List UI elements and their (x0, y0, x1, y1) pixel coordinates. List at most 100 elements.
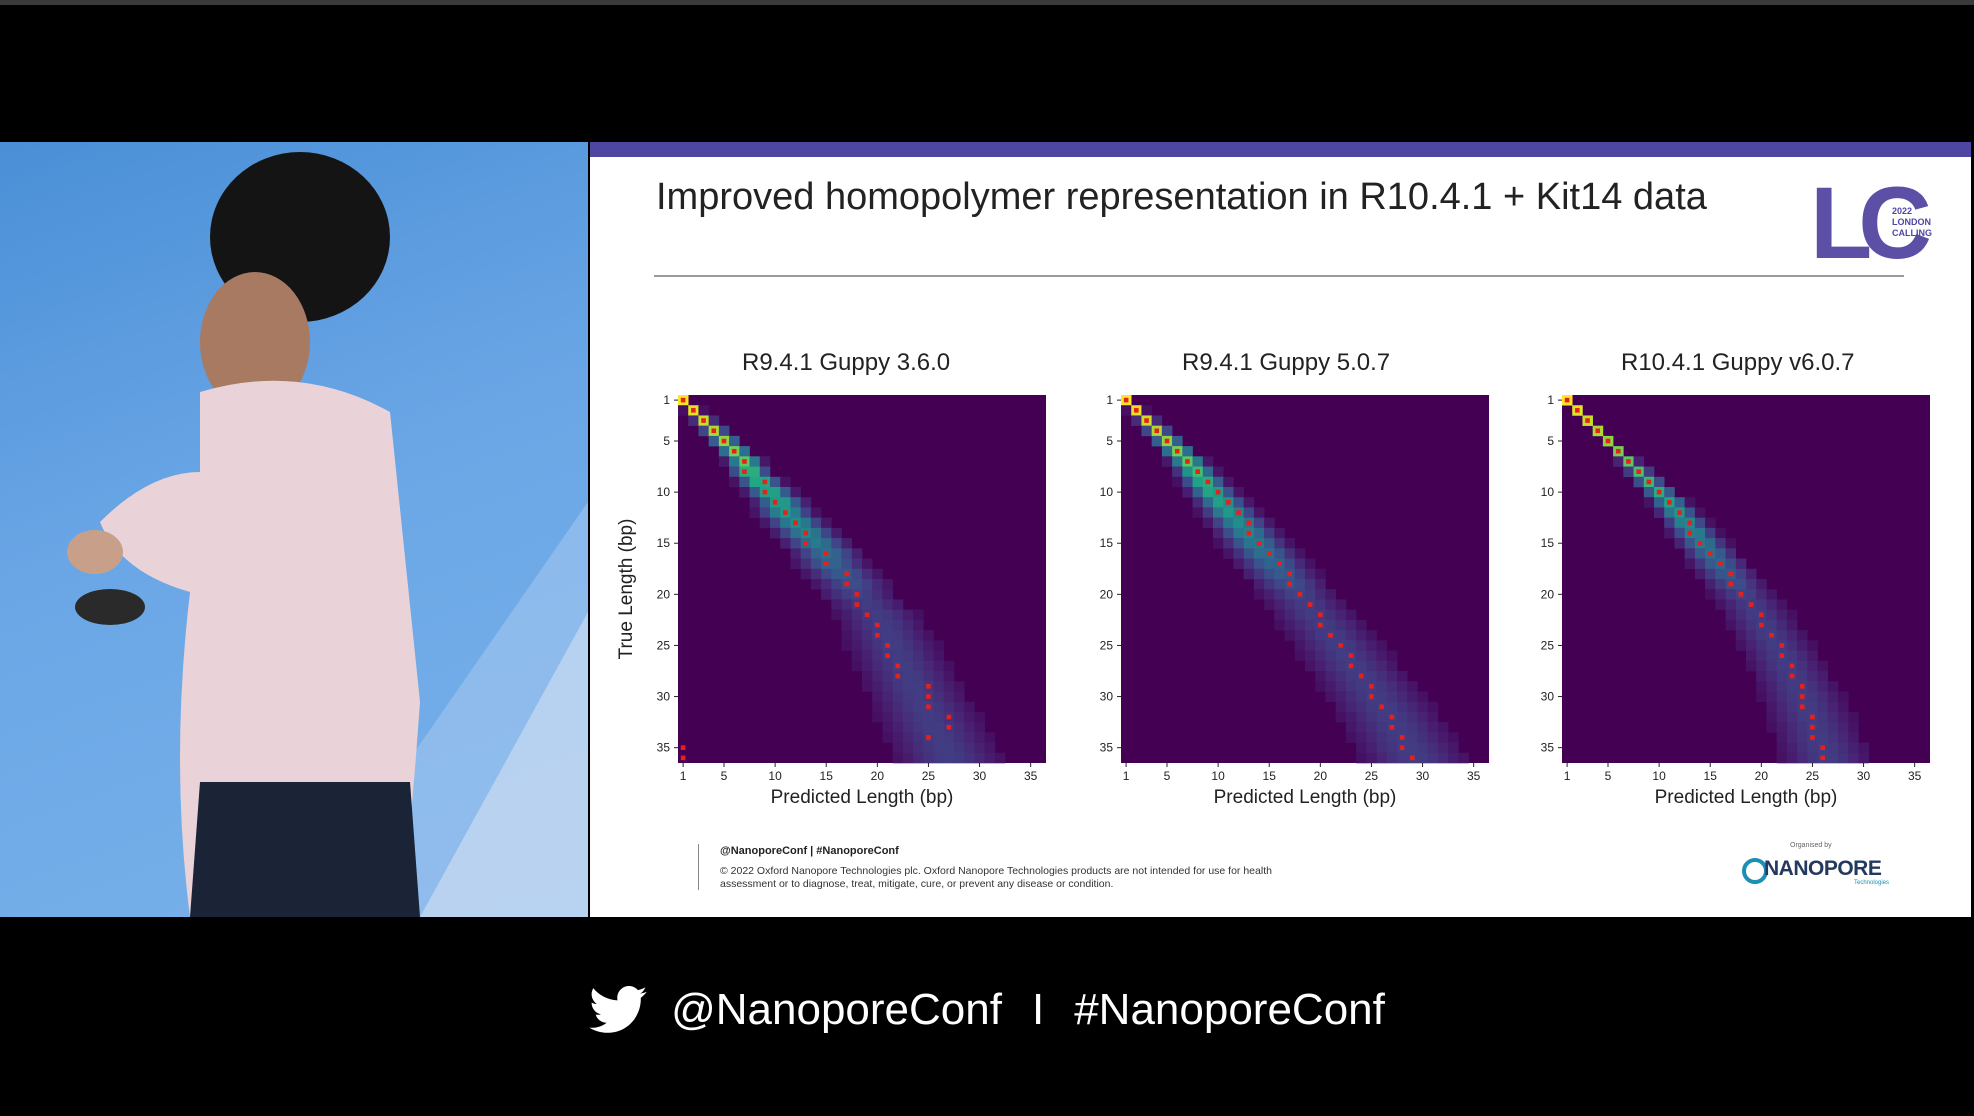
heatmap-cell (1284, 548, 1296, 559)
heatmap-cell (1345, 640, 1357, 651)
heatmap-cell (1776, 660, 1788, 672)
x-tick-label: 10 (768, 769, 782, 783)
heatmap-cell (1448, 752, 1459, 764)
heatmap-cell (1817, 691, 1829, 702)
x-tick-label: 15 (820, 769, 834, 783)
heatmap-cell (1756, 671, 1767, 682)
modal-marker (1820, 745, 1825, 750)
modal-marker (885, 643, 890, 648)
x-tick-label: 20 (1314, 769, 1328, 783)
heatmap-cell (872, 650, 883, 662)
heatmap-cell (862, 640, 873, 651)
heatmap-cell (1397, 711, 1408, 723)
heatmap-cell (1264, 579, 1275, 590)
heatmap-cell (1776, 701, 1788, 713)
heatmap-cell (913, 681, 924, 692)
heatmap-cell (913, 609, 924, 621)
heatmap-cell (1294, 640, 1306, 651)
heatmap-cell (1345, 732, 1357, 743)
heatmap-cell (892, 732, 904, 743)
heatmap-cell (1233, 497, 1244, 508)
heatmap-cell (923, 711, 934, 723)
heatmap-cell (841, 589, 853, 600)
heatmap-cell (1325, 599, 1336, 610)
heatmap-cell (1264, 599, 1275, 610)
heatmap-cell (780, 538, 791, 549)
heatmap-cell (1786, 630, 1798, 641)
heatmap-cell (892, 650, 904, 662)
heatmap-cell (1315, 630, 1326, 641)
heatmap-cell (1786, 681, 1798, 692)
heatmap-cell (790, 548, 801, 559)
heatmap-cell (1141, 425, 1152, 437)
heatmap-cell (1407, 722, 1418, 733)
heatmap-cell (1684, 548, 1696, 559)
x-tick-label: 10 (1211, 769, 1225, 783)
heatmap-cell (923, 722, 934, 733)
heatmap-cell (1756, 630, 1767, 641)
heatmap-cell (1356, 681, 1367, 692)
heatmap-cell (1776, 691, 1788, 702)
heatmap-cell (1633, 476, 1645, 488)
modal-marker (1256, 540, 1262, 546)
modal-marker (1236, 510, 1241, 515)
heatmap-cell (1325, 640, 1336, 651)
heatmap-cell (1725, 619, 1737, 631)
heatmap-cell (1838, 742, 1849, 754)
modal-marker (1707, 551, 1713, 556)
modal-marker (875, 632, 880, 638)
heatmap-cell (790, 558, 801, 570)
heatmap-cell (851, 660, 863, 672)
heatmap-cell (892, 701, 904, 713)
heatmap-cell (1356, 722, 1367, 733)
heatmap-cell (1694, 568, 1706, 580)
heatmap-cell (1202, 456, 1214, 467)
heatmap-cell (892, 722, 904, 733)
heatmap-cell (1756, 660, 1767, 672)
modal-marker (1338, 643, 1344, 648)
heatmap-cell (1427, 722, 1439, 733)
heatmap-cell (1705, 558, 1716, 570)
heatmap-cell (1386, 742, 1398, 754)
heatmap-cell (933, 722, 945, 733)
heatmap-cell (974, 732, 985, 743)
heatmap-cell (1674, 497, 1685, 508)
heatmap-cell (1161, 446, 1173, 457)
heatmap-cell (1797, 732, 1808, 743)
x-tick-label: 30 (973, 769, 987, 783)
heatmap-cell (1386, 752, 1398, 764)
modal-marker (1410, 755, 1415, 761)
heatmap-cell (1356, 630, 1367, 641)
modal-marker (1215, 489, 1221, 495)
heatmap-cell (1725, 599, 1737, 610)
heatmap-cell (1284, 609, 1296, 621)
heatmap-cell (882, 619, 893, 631)
heatmap-cell (1786, 752, 1798, 764)
heatmap-cell (749, 507, 761, 518)
panel-title-2: R9.4.1 Guppy 5.0.7 (1182, 349, 1391, 376)
heatmap-cell (1366, 630, 1377, 641)
heatmap-cell (851, 558, 863, 570)
heatmap-cell (1233, 558, 1244, 570)
heatmap-cell (1305, 579, 1316, 590)
heatmap-cell (1776, 630, 1788, 641)
heatmap-cell (862, 619, 873, 631)
heatmap-cell (1735, 558, 1747, 570)
modal-marker (1810, 714, 1815, 720)
heatmap-cell (1213, 497, 1224, 508)
heatmap-cell (902, 640, 914, 651)
heatmap-cell (780, 487, 791, 498)
heatmap-cell (1253, 517, 1265, 529)
heatmap-cell (892, 691, 904, 702)
heatmap-cell (1827, 691, 1839, 702)
heatmap-cell (1797, 711, 1808, 723)
heatmap-cell (1182, 446, 1193, 457)
heatmap-cell (1715, 548, 1726, 559)
heatmap-cell (800, 507, 812, 518)
x-tick-label: 1 (1123, 769, 1130, 783)
heatmap-cell (1315, 568, 1326, 580)
heatmap-cell (902, 660, 914, 672)
heatmap-cell (759, 497, 771, 508)
heatmap-cell (708, 435, 720, 447)
heatmap-cell (984, 742, 996, 754)
